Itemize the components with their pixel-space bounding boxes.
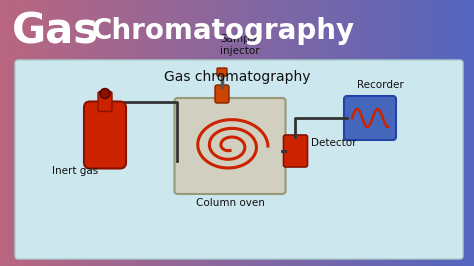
FancyBboxPatch shape xyxy=(15,60,463,259)
Text: Recorder: Recorder xyxy=(356,80,403,90)
Text: Chromatography: Chromatography xyxy=(92,17,355,45)
Text: Detector: Detector xyxy=(311,138,356,148)
Text: Gas chromatography: Gas chromatography xyxy=(164,70,310,84)
FancyBboxPatch shape xyxy=(98,92,112,111)
FancyBboxPatch shape xyxy=(174,98,285,194)
FancyBboxPatch shape xyxy=(215,85,229,103)
Circle shape xyxy=(100,89,110,98)
Text: Column oven: Column oven xyxy=(196,198,264,208)
Text: Sample
injector: Sample injector xyxy=(220,34,260,56)
Text: Gas: Gas xyxy=(12,10,99,52)
FancyBboxPatch shape xyxy=(283,135,308,167)
FancyBboxPatch shape xyxy=(84,102,126,168)
FancyBboxPatch shape xyxy=(344,96,396,140)
FancyBboxPatch shape xyxy=(217,68,227,76)
Text: Inert gas: Inert gas xyxy=(52,166,98,176)
